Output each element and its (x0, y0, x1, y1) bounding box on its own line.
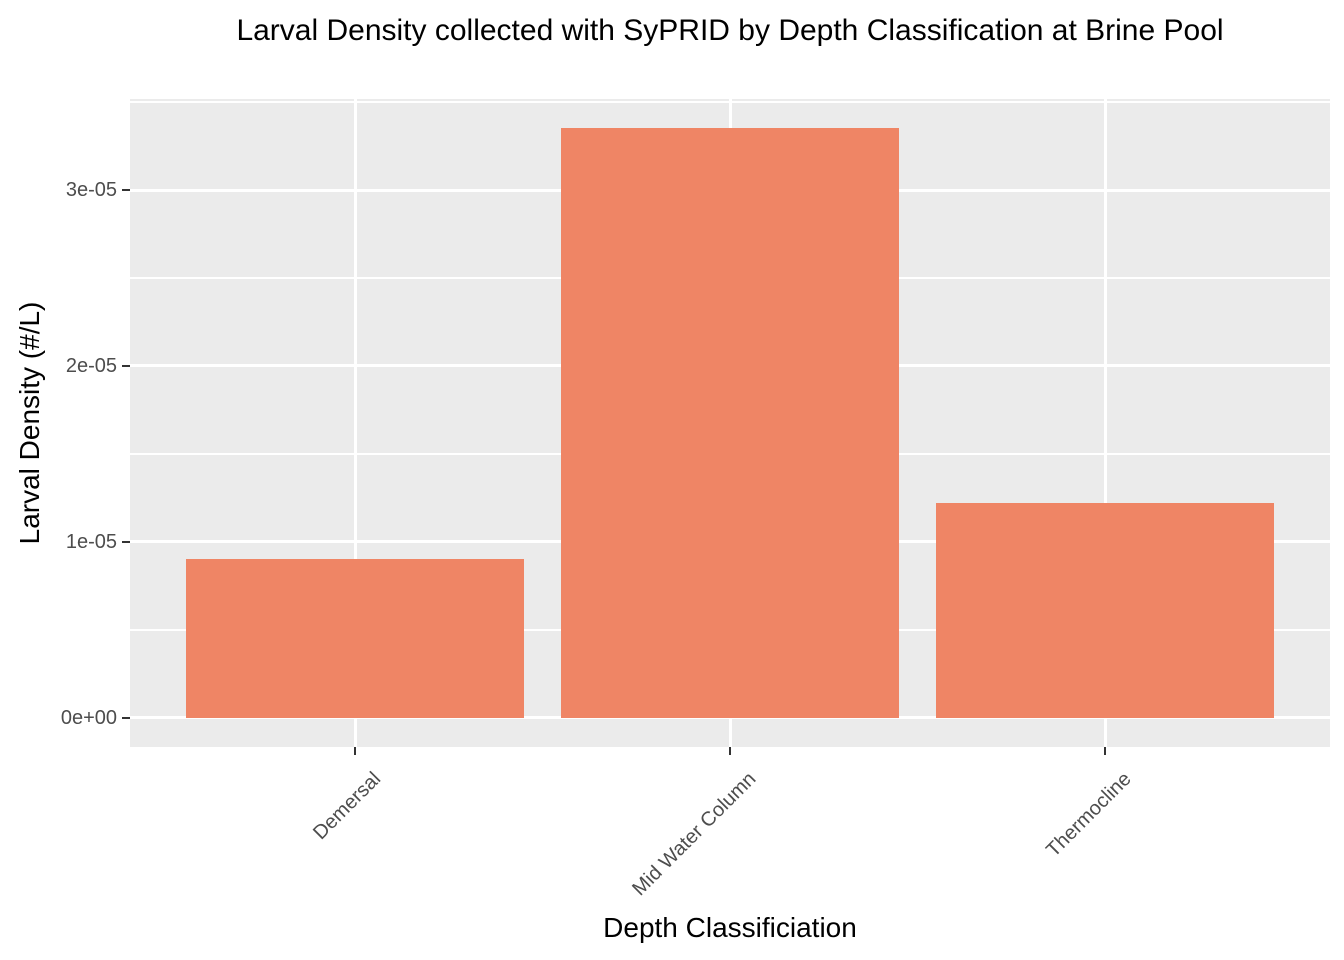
x-tick-label: Demersal (309, 768, 386, 845)
chart-title: Larval Density collected with SyPRID by … (130, 12, 1330, 50)
y-axis-title: Larval Density (#/L) (14, 301, 45, 545)
x-tick-label: Mid Water Column (628, 768, 761, 901)
bar-demersal (186, 559, 524, 718)
x-axis-title: Depth Classificiation (603, 912, 857, 943)
y-tick-label: 0e+00 (60, 706, 117, 729)
plot-panel (130, 99, 1330, 747)
x-axis-tick (729, 747, 731, 755)
major-gridline-vertical (1103, 99, 1107, 747)
y-tick-label: 1e-05 (65, 530, 117, 553)
bar-thermocline (936, 503, 1274, 718)
y-axis-tick (122, 540, 130, 543)
y-tick-label: 2e-05 (65, 354, 117, 377)
x-axis-tick (1104, 747, 1106, 755)
y-axis-tick (122, 364, 130, 367)
bar-mid-water-column (561, 128, 899, 718)
y-axis-tick (122, 716, 130, 719)
y-tick-label: 3e-05 (65, 179, 117, 201)
y-axis-tick (122, 189, 130, 191)
chart-title-text: Larval Density collected with SyPRID by … (236, 14, 1224, 47)
x-tick-label: Thermocline (1042, 768, 1136, 862)
x-axis-tick (354, 747, 356, 755)
major-gridline-vertical (353, 99, 357, 747)
